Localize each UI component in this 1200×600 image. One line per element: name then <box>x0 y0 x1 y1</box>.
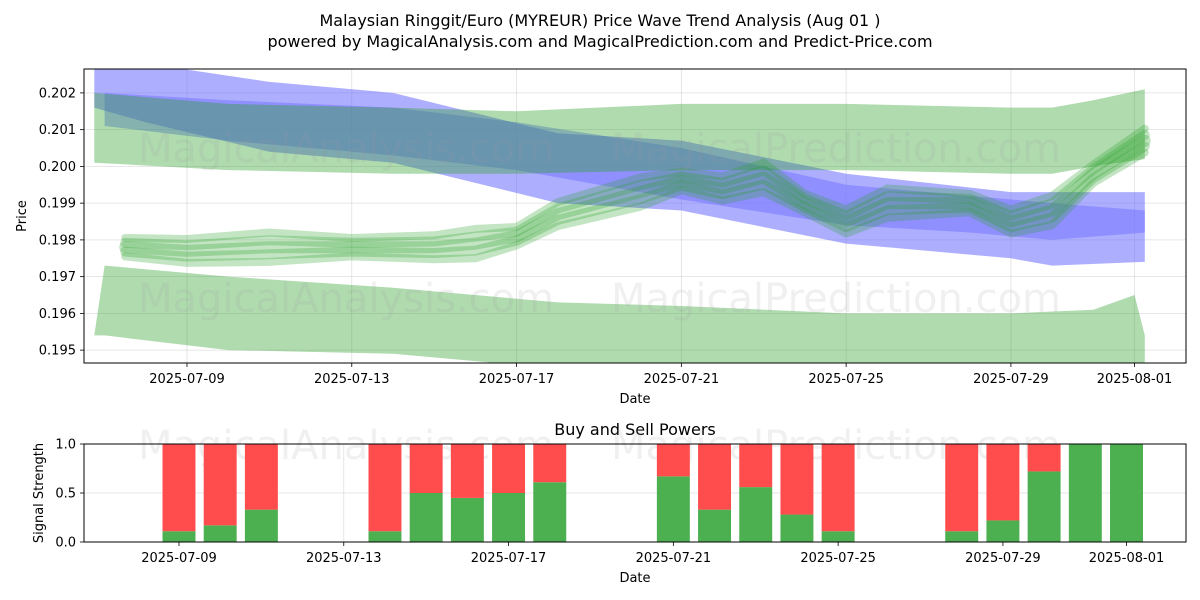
green-channel-upper-band <box>94 89 1145 174</box>
price-y-tick-label: 0.202 <box>39 86 76 101</box>
buy-bar <box>1068 444 1102 542</box>
buy-bar <box>368 531 402 542</box>
signal-y-axis-label: Signal Strength <box>32 443 47 543</box>
price-x-tick-label: 2025-07-21 <box>644 372 720 387</box>
sell-bar <box>162 444 196 532</box>
buy-bar <box>780 514 814 542</box>
green-channel-lower-band <box>94 265 1145 363</box>
buy-bar <box>739 487 773 542</box>
sell-bar <box>739 444 773 488</box>
signal-bars <box>162 444 1143 542</box>
sell-bar <box>492 444 526 493</box>
price-x-tick-label: 2025-07-29 <box>973 372 1049 387</box>
buy-bar <box>162 531 196 542</box>
signal-x-tick-label: 2025-07-09 <box>141 551 217 566</box>
price-y-tick-label: 0.195 <box>39 344 76 359</box>
watermark-text: MagicalPrediction.com <box>611 126 1061 172</box>
buy-bar <box>821 531 855 542</box>
sell-bar <box>1027 444 1061 472</box>
sell-bar <box>244 444 278 510</box>
price-y-tick-label: 0.197 <box>39 270 76 285</box>
sell-bar <box>409 444 443 493</box>
price-y-tick-label: 0.200 <box>39 160 76 175</box>
buy-bar <box>945 531 979 542</box>
sell-bar <box>450 444 484 498</box>
blue-band-lower-band <box>104 92 1145 240</box>
signal-panel-title: Buy and Sell Powers <box>554 420 716 439</box>
signal-y-tick-label: 0.0 <box>55 536 76 551</box>
chart-title-line1: Malaysian Ringgit/Euro (MYREUR) Price Wa… <box>319 11 880 30</box>
signal-y-axis: 0.0 0.5 1.0 <box>55 438 84 551</box>
price-x-axis-label: Date <box>619 392 650 407</box>
signal-x-axis-label: Date <box>619 571 650 586</box>
buy-bar <box>698 509 732 542</box>
signal-y-tick-label: 1.0 <box>55 438 76 453</box>
signal-x-tick-label: 2025-07-25 <box>800 551 876 566</box>
price-y-tick-label: 0.196 <box>39 307 76 322</box>
watermark-text: MagicalPrediction.com <box>611 276 1061 322</box>
green-wave-line <box>121 148 1149 267</box>
price-x-tick-label: 2025-07-13 <box>314 372 390 387</box>
green-wave-line <box>121 124 1149 243</box>
green-wave-line <box>120 129 1150 251</box>
sell-bar <box>203 444 237 526</box>
price-bands <box>94 69 1151 363</box>
watermark-text: MagicalAnalysis.com <box>138 126 554 172</box>
watermark-text: MagicalAnalysis.com <box>138 423 554 469</box>
sell-bar <box>945 444 979 532</box>
buy-bar <box>986 520 1020 542</box>
price-y-tick-label: 0.199 <box>39 197 76 212</box>
price-y-axis-label: Price <box>15 200 30 232</box>
sell-bar <box>780 444 814 515</box>
buy-bar <box>450 497 484 542</box>
buy-bar <box>203 525 237 542</box>
sell-bar <box>656 444 690 477</box>
chart-title-line2: powered by MagicalAnalysis.com and Magic… <box>267 32 932 51</box>
signal-panel: Buy and Sell Powers MagicalAnalysis.comM… <box>32 420 1187 586</box>
sell-bar <box>368 444 402 532</box>
signal-x-tick-label: 2025-08-01 <box>1089 551 1165 566</box>
blue-band-upper-band <box>94 69 1145 266</box>
sell-bar <box>698 444 732 510</box>
signal-x-axis: 2025-07-09 2025-07-13 2025-07-17 2025-07-21… <box>141 542 1164 566</box>
green-wave-line <box>120 141 1150 262</box>
price-x-tick-label: 2025-07-17 <box>479 372 555 387</box>
price-x-tick-label: 2025-08-01 <box>1097 372 1173 387</box>
watermark-text: MagicalAnalysis.com <box>138 276 554 322</box>
sell-bar <box>533 444 567 483</box>
price-x-tick-label: 2025-07-25 <box>808 372 884 387</box>
price-plot-frame <box>83 68 1187 364</box>
green-wave-line <box>119 134 1151 257</box>
sell-bar <box>986 444 1020 521</box>
signal-x-tick-label: 2025-07-21 <box>636 551 712 566</box>
price-x-tick-label: 2025-07-09 <box>149 372 225 387</box>
buy-bar <box>492 493 526 542</box>
signal-x-tick-label: 2025-07-13 <box>306 551 382 566</box>
buy-bar <box>533 482 567 542</box>
price-x-axis: 2025-07-09 2025-07-13 2025-07-17 2025-07-21… <box>149 363 1172 387</box>
signal-x-tick-label: 2025-07-29 <box>965 551 1041 566</box>
sell-bar <box>821 444 855 532</box>
buy-bar <box>656 476 690 542</box>
buy-bar <box>244 509 278 542</box>
price-y-tick-label: 0.198 <box>39 233 76 248</box>
price-panel: MagicalAnalysis.com MagicalPrediction.com… <box>15 68 1187 407</box>
buy-bar <box>1027 471 1061 542</box>
price-y-tick-label: 0.201 <box>39 123 76 138</box>
buy-bar <box>1110 444 1143 542</box>
signal-y-tick-label: 0.5 <box>55 487 76 502</box>
signal-x-tick-label: 2025-07-17 <box>471 551 547 566</box>
price-y-axis: 0.195 0.196 0.197 0.198 0.199 0.200 0.201 0.202 <box>39 86 84 359</box>
price-watermarks: MagicalAnalysis.com MagicalPrediction.com… <box>138 126 1061 322</box>
buy-bar <box>409 493 443 542</box>
